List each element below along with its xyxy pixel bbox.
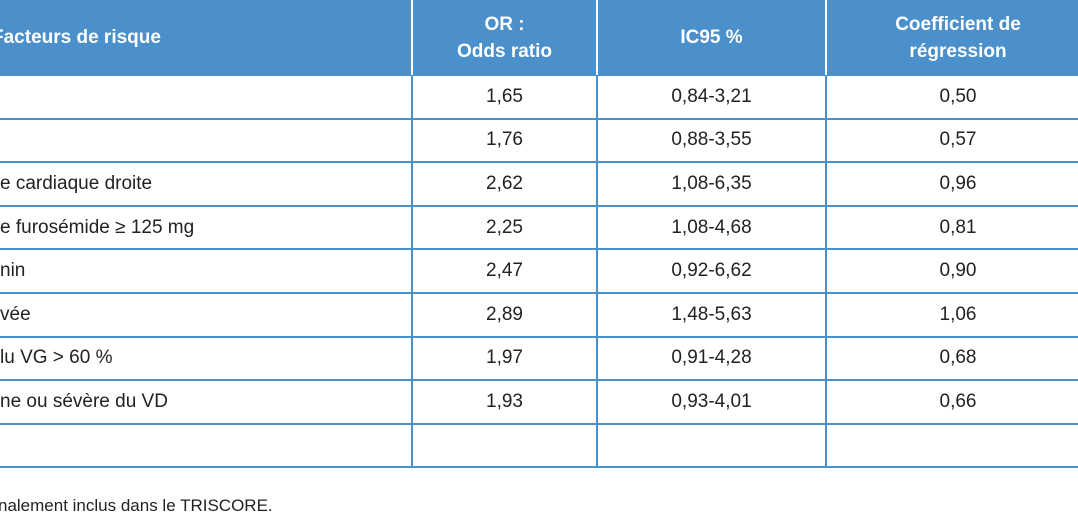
table-cell: nin: [0, 260, 26, 282]
table-cell: 2,47: [486, 260, 523, 282]
table-cell: 1,65: [486, 85, 523, 107]
table-cell: 1,93: [486, 390, 523, 412]
table-cell: 0,93-4,01: [671, 390, 752, 412]
table-cell: 1,06: [939, 303, 977, 325]
row-border: [0, 204, 1078, 207]
table-cell: 1,08-6,35: [671, 172, 752, 194]
table-cell: 0,84-3,21: [671, 85, 752, 107]
table-cell: [0, 75, 412, 119]
header-divider: [411, 0, 413, 75]
header-divider: [596, 0, 598, 75]
table-cell: ne ou sévère du VD: [0, 390, 168, 412]
column-border: [411, 75, 413, 468]
table-cell: 0,96: [939, 172, 977, 194]
table-cell: [412, 424, 597, 468]
row-border: [0, 292, 1078, 294]
table-cell: e furosémide ≥ 125 mg: [0, 216, 195, 238]
table-cell: [0, 119, 412, 163]
row-border: [0, 466, 1078, 469]
header-cell: Facteurs de risque: [0, 0, 412, 75]
header-divider: [825, 0, 827, 75]
column-border: [825, 75, 827, 468]
table-cell: e cardiaque droite: [0, 172, 153, 194]
table-cell: 2,25: [486, 216, 523, 238]
header-cell: Coefficient de régression: [826, 0, 1078, 75]
table-cell: 1,97: [486, 347, 523, 369]
row-border: [0, 117, 1078, 120]
table-cell: 0,81: [939, 216, 977, 238]
table-cell: 1,08-4,68: [671, 216, 752, 238]
table-cell: 1,76: [486, 129, 523, 151]
row-border: [0, 422, 1078, 425]
table-cell: [597, 424, 826, 468]
header-cell: IC95 %: [597, 0, 826, 75]
table-cell: vée: [0, 303, 31, 325]
table-cell: 1,48-5,63: [671, 303, 752, 325]
row-border: [0, 161, 1078, 164]
table-cell: 2,62: [486, 172, 523, 194]
row-border: [0, 74, 1078, 76]
table-cell: [826, 424, 1078, 468]
table-cell: 0,66: [939, 390, 977, 412]
table-cell: 0,92-6,62: [671, 260, 752, 282]
row-border: [0, 335, 1078, 338]
table-cell: 0,57: [939, 129, 977, 151]
row-border: [0, 379, 1078, 382]
footnote: nalement inclus dans le TRISCORE.: [0, 496, 273, 515]
table-cell: 2,89: [486, 303, 523, 325]
table-cell: lu VG > 60 %: [0, 347, 113, 369]
table-cell: 0,91-4,28: [671, 347, 752, 369]
header-cell: OR : Odds ratio: [412, 0, 597, 75]
table-cell: [0, 424, 412, 468]
column-border: [596, 75, 598, 468]
row-border: [0, 248, 1078, 251]
table-cell: 0,50: [939, 85, 977, 107]
table-cell: 0,68: [939, 347, 977, 369]
table-cell: 0,88-3,55: [671, 129, 752, 151]
table-cell: 0,90: [939, 260, 977, 282]
